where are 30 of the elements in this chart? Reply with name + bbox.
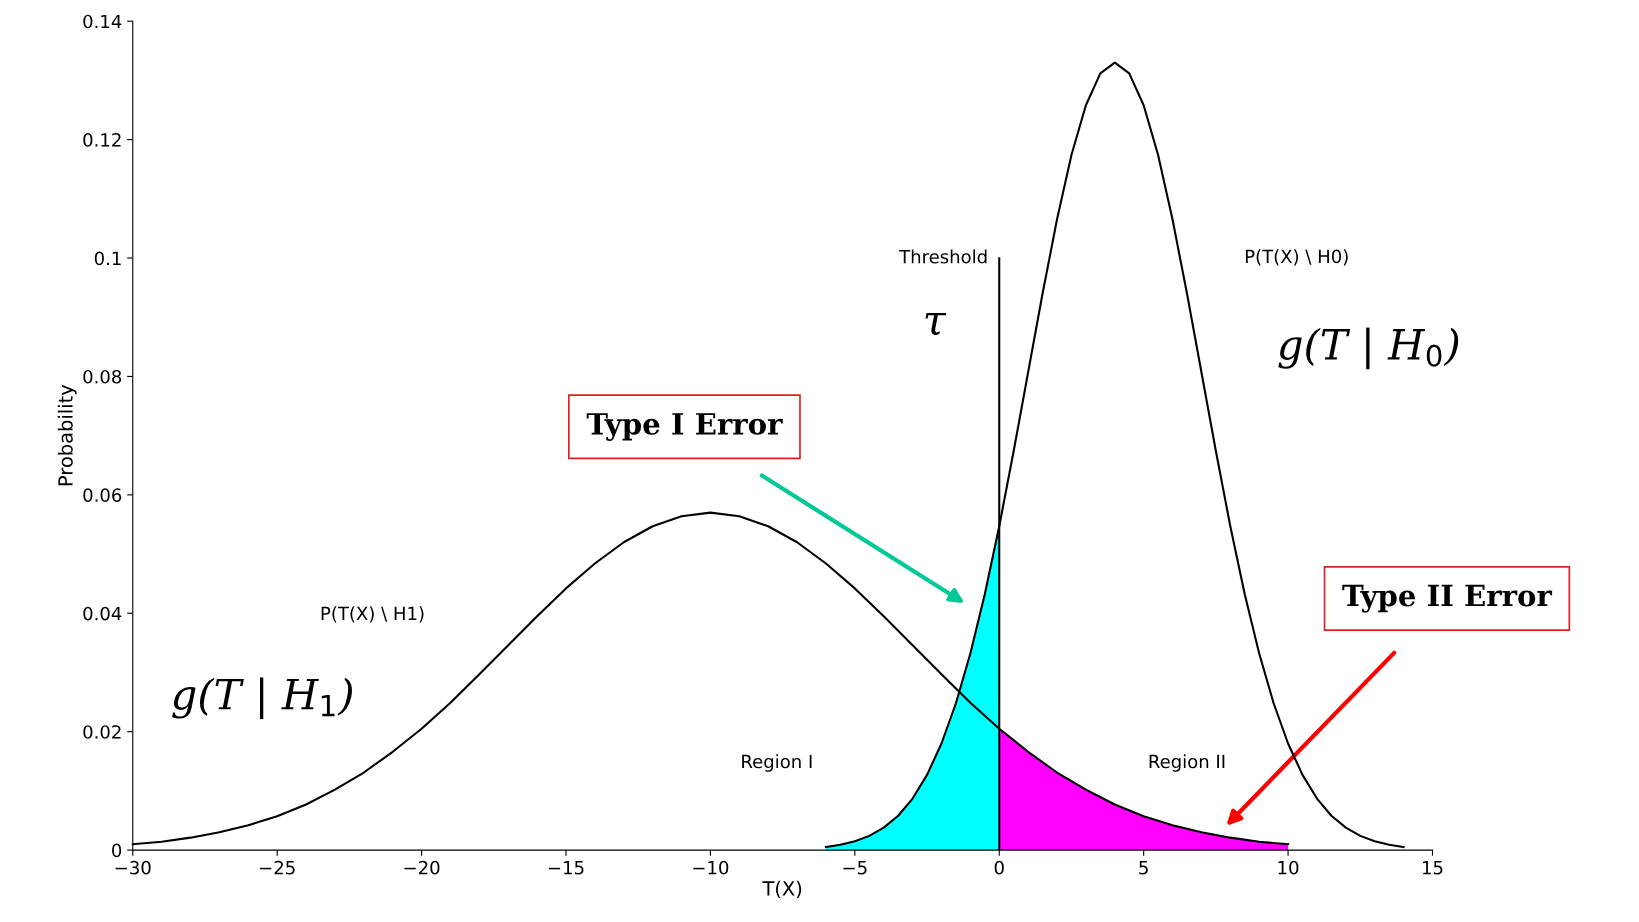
- y-tick-label: 0.14: [83, 14, 122, 29]
- annotation: P(T(X) \ H1): [321, 606, 424, 623]
- y-tick-label: 0.06: [83, 488, 122, 502]
- annotation: Region I: [742, 754, 812, 772]
- x-tick-label: 15: [1422, 861, 1443, 875]
- x-tick-label: −25: [260, 860, 295, 875]
- annotation: P(T(X) \ H0): [1245, 249, 1348, 266]
- x-tick-label: −30: [115, 860, 151, 875]
- annotation: τ: [925, 313, 947, 335]
- y-tick-label: 0.08: [83, 369, 122, 384]
- x-tick-label: −10: [693, 860, 729, 875]
- y-tick-label: 0.02: [83, 725, 121, 739]
- annotation: g(T | H$_{1}$): [172, 677, 352, 720]
- x-tick-label: 5: [1139, 861, 1148, 875]
- annotation: g(T | H$_{0}$): [1278, 327, 1459, 370]
- annotation: Type I Error: [586, 413, 783, 441]
- y-tick-label: 0.1: [94, 251, 121, 266]
- ref-line-label: Threshold: [899, 249, 987, 264]
- x-tick-label: −20: [404, 860, 440, 875]
- annotation: Type II Error: [1342, 584, 1553, 613]
- x-tick-label: −15: [548, 861, 584, 875]
- x-tick-label: −5: [843, 861, 867, 875]
- annotation: Region II: [1149, 754, 1225, 772]
- x-tick-label: 0: [994, 860, 1004, 875]
- y-tick-label: 0.12: [83, 133, 121, 147]
- y-tick-label: 0.04: [83, 606, 122, 621]
- y-axis-title: Probability: [57, 384, 77, 486]
- y-tick-label: 0: [112, 843, 122, 858]
- x-axis-title: T(X): [762, 880, 802, 899]
- x-tick-label: 10: [1278, 860, 1299, 875]
